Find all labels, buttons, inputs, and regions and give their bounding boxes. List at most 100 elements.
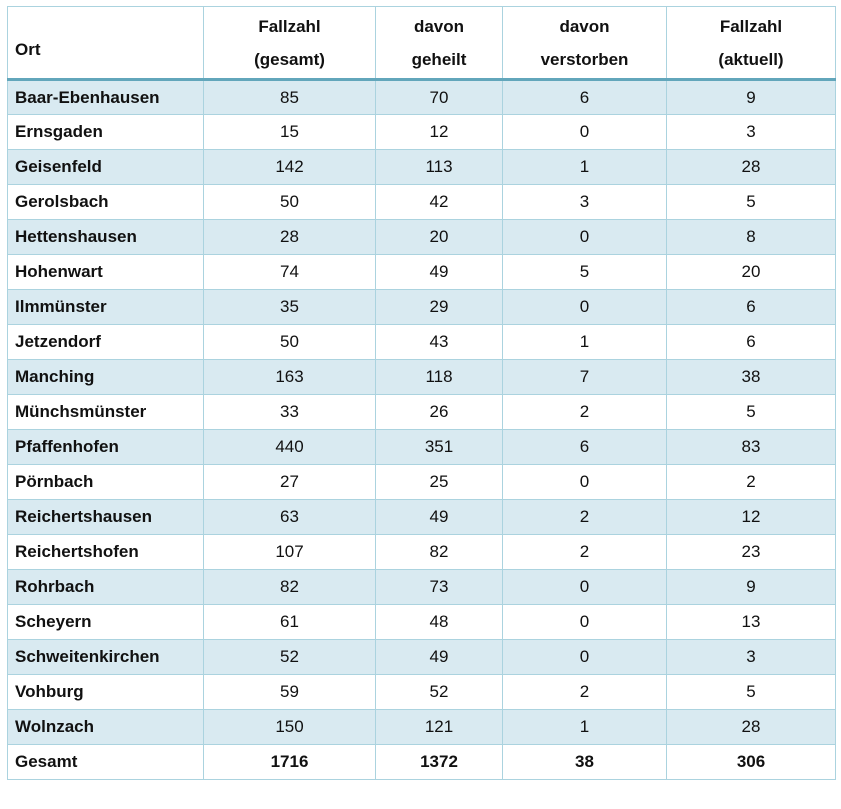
cell-davon-verstorben: 2 (502, 394, 667, 430)
cell-davon-geheilt: 118 (375, 359, 503, 395)
table-row: Rohrbach 82 73 0 9 (7, 569, 836, 605)
header-row: Ort Fallzahl (gesamt) davon geheilt davo… (7, 6, 836, 81)
total-geheilt: 1372 (375, 744, 503, 780)
column-header-fallzahl-aktuell: Fallzahl (aktuell) (666, 6, 836, 81)
cell-fallzahl-gesamt: 63 (203, 499, 376, 535)
cell-ort: Hohenwart (7, 254, 204, 290)
cell-fallzahl-gesamt: 150 (203, 709, 376, 745)
cell-davon-geheilt: 48 (375, 604, 503, 640)
cell-fallzahl-gesamt: 28 (203, 219, 376, 255)
cell-fallzahl-gesamt: 61 (203, 604, 376, 640)
cell-fallzahl-aktuell: 38 (666, 359, 836, 395)
cell-fallzahl-aktuell: 5 (666, 184, 836, 220)
table-row: Hettenshausen 28 20 0 8 (7, 219, 836, 255)
cell-fallzahl-gesamt: 440 (203, 429, 376, 465)
total-verstorben: 38 (502, 744, 667, 780)
column-header-ort: Ort (7, 6, 204, 81)
cell-ort: Geisenfeld (7, 149, 204, 185)
cell-davon-verstorben: 7 (502, 359, 667, 395)
total-row: Gesamt 1716 1372 38 306 (7, 744, 836, 780)
cell-davon-geheilt: 49 (375, 499, 503, 535)
cell-davon-geheilt: 121 (375, 709, 503, 745)
cell-fallzahl-aktuell: 6 (666, 324, 836, 360)
cell-fallzahl-gesamt: 59 (203, 674, 376, 710)
table-row: Hohenwart 74 49 5 20 (7, 254, 836, 290)
table-row: Jetzendorf 50 43 1 6 (7, 324, 836, 360)
table-row: Ernsgaden 15 12 0 3 (7, 114, 836, 150)
cell-davon-geheilt: 26 (375, 394, 503, 430)
cell-davon-verstorben: 1 (502, 149, 667, 185)
cell-fallzahl-gesamt: 50 (203, 184, 376, 220)
total-aktuell: 306 (666, 744, 836, 780)
cell-fallzahl-aktuell: 28 (666, 709, 836, 745)
cell-fallzahl-gesamt: 142 (203, 149, 376, 185)
table-row: Reichertshofen 107 82 2 23 (7, 534, 836, 570)
table-row: Pfaffenhofen 440 351 6 83 (7, 429, 836, 465)
cell-davon-geheilt: 20 (375, 219, 503, 255)
covid-cases-table: Ort Fallzahl (gesamt) davon geheilt davo… (7, 6, 836, 780)
cell-ort: Gerolsbach (7, 184, 204, 220)
cell-fallzahl-aktuell: 12 (666, 499, 836, 535)
column-header-davon-verstorben: davon verstorben (502, 6, 667, 81)
cell-fallzahl-gesamt: 52 (203, 639, 376, 675)
table-row: Baar-Ebenhausen 85 70 6 9 (7, 79, 836, 115)
cell-davon-verstorben: 0 (502, 114, 667, 150)
cell-ort: Wolnzach (7, 709, 204, 745)
cell-davon-verstorben: 0 (502, 219, 667, 255)
table-row: Vohburg 59 52 2 5 (7, 674, 836, 710)
cell-davon-verstorben: 1 (502, 709, 667, 745)
cell-ort: Reichertshausen (7, 499, 204, 535)
cell-ort: Pörnbach (7, 464, 204, 500)
cell-fallzahl-gesamt: 33 (203, 394, 376, 430)
cell-ort: Scheyern (7, 604, 204, 640)
cell-fallzahl-aktuell: 5 (666, 674, 836, 710)
cell-davon-verstorben: 6 (502, 79, 667, 115)
column-header-fallzahl-gesamt: Fallzahl (gesamt) (203, 6, 376, 81)
cell-ort: Vohburg (7, 674, 204, 710)
cell-fallzahl-gesamt: 107 (203, 534, 376, 570)
cell-fallzahl-aktuell: 3 (666, 639, 836, 675)
cell-davon-geheilt: 82 (375, 534, 503, 570)
cell-ort: Baar-Ebenhausen (7, 79, 204, 115)
cell-davon-verstorben: 1 (502, 324, 667, 360)
column-header-ort-label: Ort (15, 40, 41, 59)
cell-davon-geheilt: 49 (375, 639, 503, 675)
cell-fallzahl-aktuell: 8 (666, 219, 836, 255)
table-row: Münchsmünster 33 26 2 5 (7, 394, 836, 430)
table-body: Baar-Ebenhausen 85 70 6 9 Ernsgaden 15 1… (7, 79, 836, 780)
cell-fallzahl-gesamt: 15 (203, 114, 376, 150)
cell-davon-geheilt: 351 (375, 429, 503, 465)
cell-fallzahl-gesamt: 82 (203, 569, 376, 605)
table-row: Geisenfeld 142 113 1 28 (7, 149, 836, 185)
cell-ort: Pfaffenhofen (7, 429, 204, 465)
cell-fallzahl-gesamt: 85 (203, 79, 376, 115)
cell-davon-verstorben: 2 (502, 534, 667, 570)
table-header: Ort Fallzahl (gesamt) davon geheilt davo… (7, 6, 836, 81)
cell-davon-verstorben: 2 (502, 499, 667, 535)
cell-fallzahl-aktuell: 9 (666, 569, 836, 605)
cell-fallzahl-aktuell: 6 (666, 289, 836, 325)
column-header-davon-geheilt: davon geheilt (375, 6, 503, 81)
cell-davon-geheilt: 73 (375, 569, 503, 605)
cell-fallzahl-gesamt: 27 (203, 464, 376, 500)
cell-fallzahl-aktuell: 13 (666, 604, 836, 640)
table-row: Gerolsbach 50 42 3 5 (7, 184, 836, 220)
cell-davon-geheilt: 70 (375, 79, 503, 115)
cell-davon-geheilt: 29 (375, 289, 503, 325)
cell-ort: Reichertshofen (7, 534, 204, 570)
cell-ort: Ilmmünster (7, 289, 204, 325)
cell-ort: Rohrbach (7, 569, 204, 605)
table-row: Wolnzach 150 121 1 28 (7, 709, 836, 745)
cell-fallzahl-gesamt: 163 (203, 359, 376, 395)
table-row: Ilmmünster 35 29 0 6 (7, 289, 836, 325)
cell-fallzahl-aktuell: 20 (666, 254, 836, 290)
cell-davon-verstorben: 0 (502, 604, 667, 640)
cell-davon-geheilt: 12 (375, 114, 503, 150)
table-row: Manching 163 118 7 38 (7, 359, 836, 395)
cell-fallzahl-aktuell: 3 (666, 114, 836, 150)
table-row: Reichertshausen 63 49 2 12 (7, 499, 836, 535)
cell-davon-verstorben: 0 (502, 464, 667, 500)
cell-davon-geheilt: 49 (375, 254, 503, 290)
cell-davon-geheilt: 43 (375, 324, 503, 360)
cell-fallzahl-aktuell: 23 (666, 534, 836, 570)
